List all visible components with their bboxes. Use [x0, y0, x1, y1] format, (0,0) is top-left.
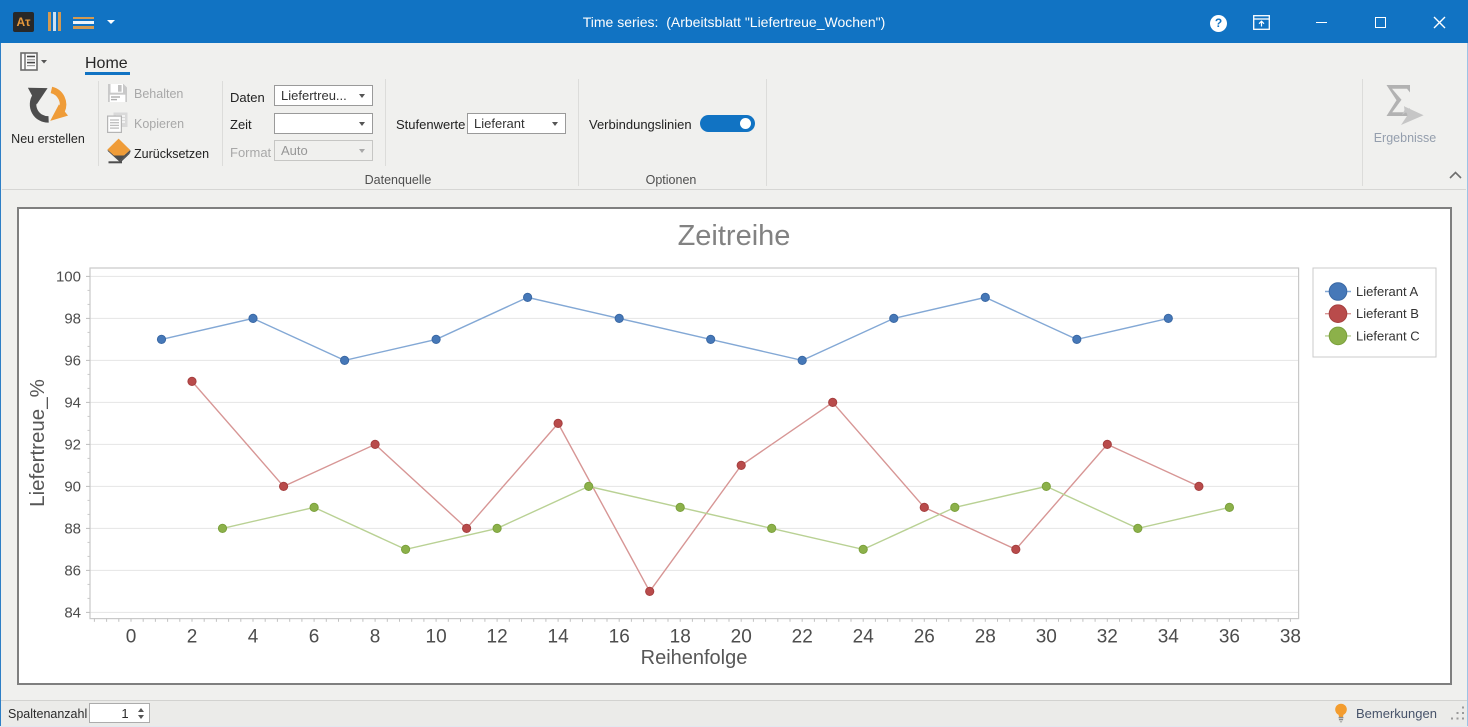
svg-text:32: 32	[1097, 627, 1118, 648]
svg-text:96: 96	[64, 353, 81, 370]
svg-text:86: 86	[64, 563, 81, 580]
svg-text:92: 92	[64, 437, 81, 454]
svg-text:2: 2	[187, 627, 198, 648]
svg-text:90: 90	[64, 479, 81, 496]
svg-text:Lieferant C: Lieferant C	[1356, 328, 1420, 343]
svg-text:Zeitreihe: Zeitreihe	[678, 220, 791, 252]
svg-text:34: 34	[1158, 627, 1180, 648]
svg-text:18: 18	[670, 627, 691, 648]
svg-text:24: 24	[853, 627, 875, 648]
svg-text:16: 16	[609, 627, 630, 648]
svg-text:28: 28	[975, 627, 996, 648]
svg-text:100: 100	[56, 269, 81, 286]
svg-text:94: 94	[64, 395, 81, 412]
svg-text:4: 4	[248, 627, 259, 648]
svg-text:12: 12	[487, 627, 508, 648]
svg-text:14: 14	[548, 627, 570, 648]
svg-text:Lieferant B: Lieferant B	[1356, 306, 1419, 321]
svg-text:Lieferant A: Lieferant A	[1356, 284, 1418, 299]
svg-text:0: 0	[126, 627, 137, 648]
svg-text:10: 10	[426, 627, 447, 648]
svg-text:26: 26	[914, 627, 935, 648]
svg-text:84: 84	[64, 605, 81, 622]
svg-text:8: 8	[370, 627, 381, 648]
svg-text:22: 22	[792, 627, 813, 648]
svg-text:20: 20	[731, 627, 752, 648]
svg-text:6: 6	[309, 627, 320, 648]
svg-text:88: 88	[64, 521, 81, 538]
svg-text:38: 38	[1280, 627, 1301, 648]
svg-text:36: 36	[1219, 627, 1240, 648]
svg-text:98: 98	[64, 311, 81, 328]
svg-text:Reihenfolge: Reihenfolge	[641, 647, 748, 669]
svg-text:30: 30	[1036, 627, 1057, 648]
svg-text:Liefertreue_%: Liefertreue_%	[26, 379, 49, 507]
